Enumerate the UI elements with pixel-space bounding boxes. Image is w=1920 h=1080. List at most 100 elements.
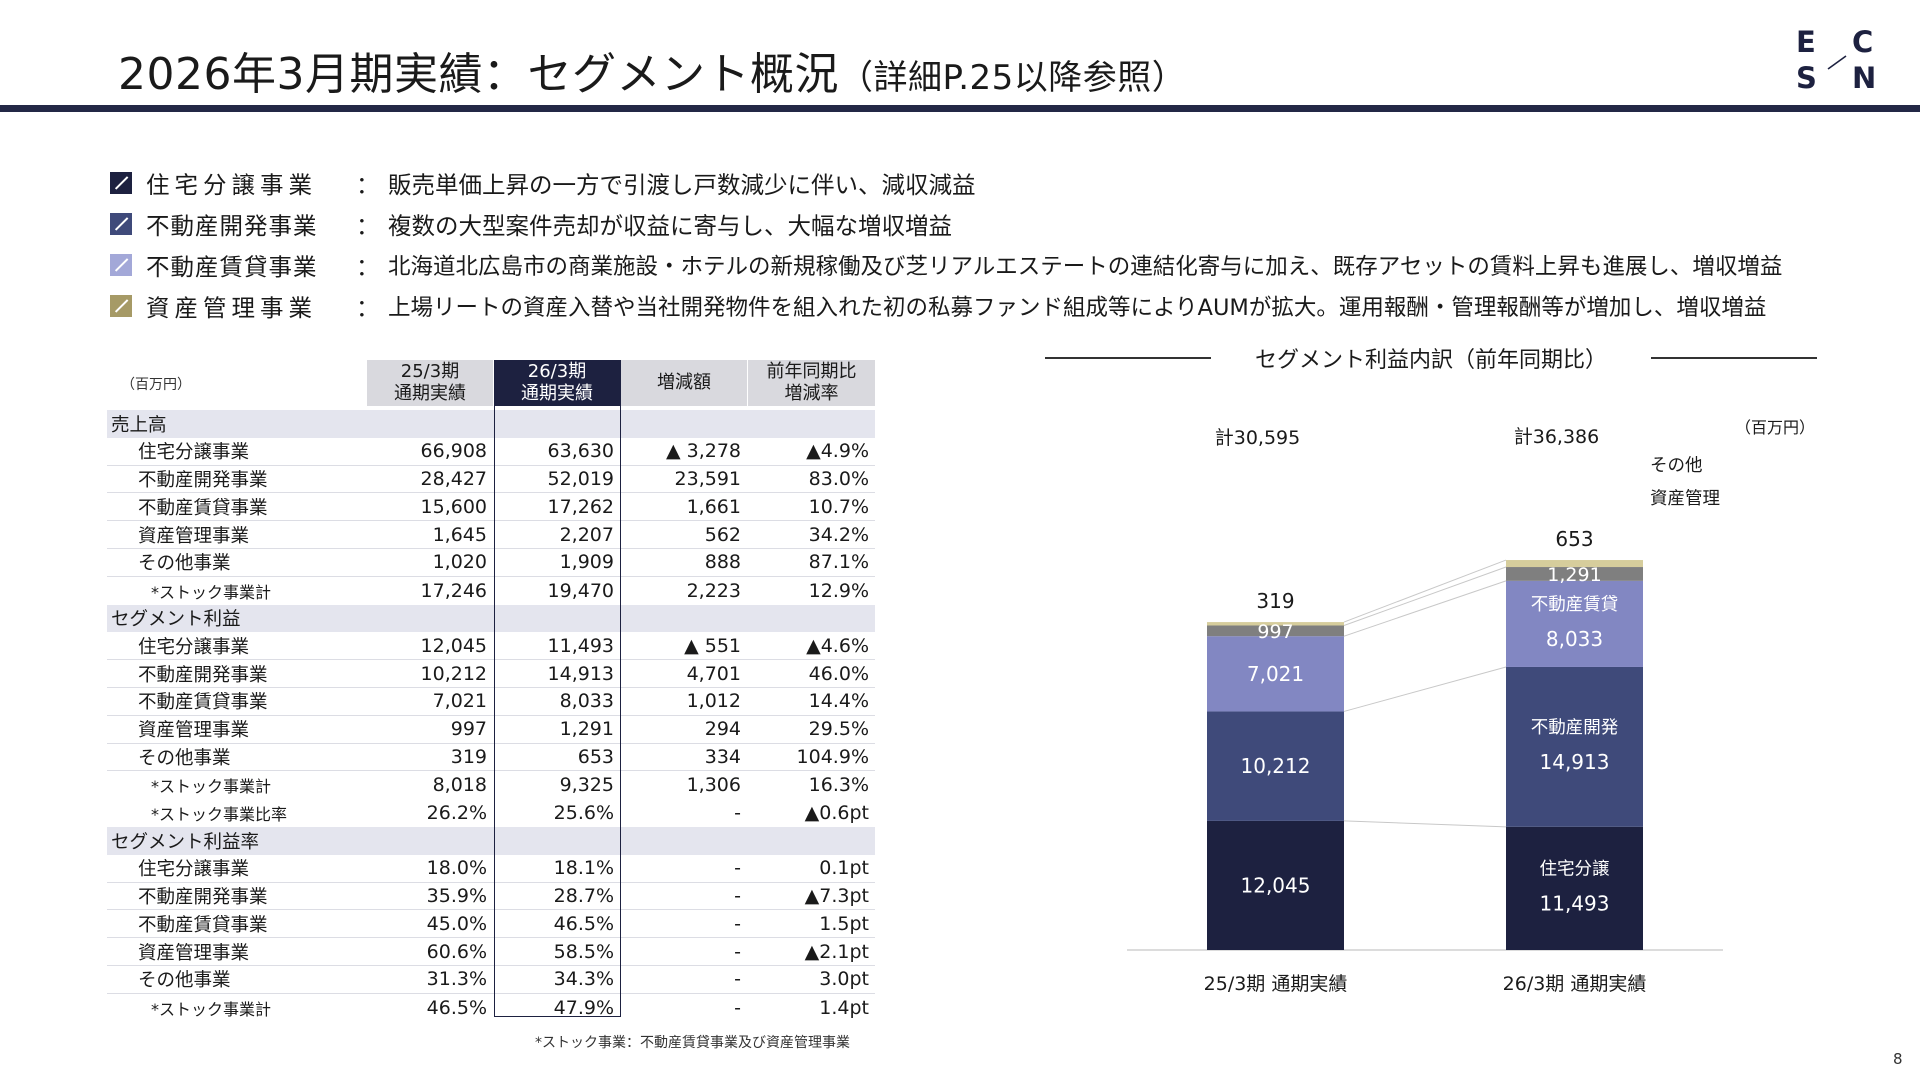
table-row: 不動産開発事業 10,212 14,913 4,701 46.0% [107, 660, 875, 688]
table-body: 売上高 住宅分譲事業 66,908 63,630 ▲ 3,278 ▲4.9% 不動産開発事業… [107, 410, 875, 1022]
cell-diff: 1,661 [686, 495, 741, 518]
row-label: 不動産賃貸事業 [138, 914, 268, 936]
x-axis-label: 26/3期 通期実績 [1503, 973, 1647, 995]
bar-value-label: 14,913 [1540, 750, 1610, 774]
segment-color-swatch-icon [110, 212, 132, 235]
table-row: 住宅分譲事業 12,045 11,493 ▲ 551 ▲4.6% [107, 632, 875, 661]
cell-curr: 653 [577, 745, 614, 768]
row-label: *ストック事業計 [151, 999, 272, 1019]
cell-diff: - [734, 802, 741, 825]
page-title-main: 2026年3月期実績：セグメント概況 [118, 49, 839, 100]
column-header-diff: 増減額 [621, 360, 747, 406]
table-section-row: セグメント利益 [107, 604, 875, 633]
segment-color-swatch-icon [110, 294, 132, 317]
cell-curr: 8,033 [559, 690, 614, 713]
cell-curr: 11,493 [547, 634, 614, 657]
row-label: その他事業 [138, 747, 231, 769]
bar-segment [1207, 636, 1344, 712]
logo-slash-icon [1827, 55, 1847, 70]
table-row: 資産管理事業 60.6% 58.5% - ▲2.1pt [107, 938, 875, 966]
cell-curr: 18.1% [553, 857, 614, 880]
cell-curr: 46.5% [553, 912, 614, 935]
cell-curr: 14,913 [547, 662, 614, 685]
summary-colon: ： [356, 252, 380, 281]
cell-curr: 1,909 [559, 551, 614, 574]
cell-rate: 1.5pt [819, 912, 869, 935]
cell-rate: ▲4.9% [806, 440, 869, 463]
bar-value-label: 8,033 [1546, 627, 1603, 651]
cell-rate: 10.7% [808, 495, 869, 518]
column-header-line: 増減率 [784, 383, 839, 404]
cell-curr: 63,630 [547, 440, 614, 463]
summary-colon: ： [356, 211, 380, 240]
table-section-row: 売上高 [107, 410, 875, 438]
cell-rate: 29.5% [808, 718, 869, 741]
cell-rate: ▲4.6% [806, 634, 869, 657]
cell-diff: ▲ 3,278 [665, 440, 741, 463]
cell-curr: 9,325 [559, 774, 614, 797]
table-row: 不動産賃貸事業 45.0% 46.5% - 1.5pt [107, 910, 875, 939]
bar-value-label: 7,021 [1247, 662, 1304, 686]
segment-color-swatch-icon [110, 253, 132, 276]
cell-rate: 87.1% [808, 551, 869, 574]
cell-diff: ▲ 551 [684, 634, 741, 657]
bar-segment [1506, 560, 1643, 568]
table-row: 住宅分譲事業 66,908 63,630 ▲ 3,278 ▲4.9% [107, 438, 875, 466]
column-header-line: 増減額 [657, 372, 711, 393]
summary-colon: ： [356, 170, 380, 199]
table-row: 不動産賃貸事業 15,600 17,262 1,661 10.7% [107, 493, 875, 522]
cell-diff: 562 [704, 523, 741, 546]
cell-rate: 104.9% [796, 745, 869, 768]
table-row: 資産管理事業 1,645 2,207 562 34.2% [107, 521, 875, 549]
bar-value-label: 10,212 [1241, 754, 1311, 778]
cell-diff: 2,223 [686, 579, 741, 602]
cell-prev: 35.9% [426, 884, 487, 907]
connector-line [1343, 559, 1507, 623]
cell-curr: 34.3% [553, 968, 614, 991]
row-label: その他事業 [138, 970, 231, 992]
bar-value-label: 997 [1257, 621, 1293, 643]
cell-prev: 28,427 [420, 467, 487, 490]
row-label: 資産管理事業 [138, 942, 250, 964]
bar-value-label: 11,493 [1540, 891, 1610, 915]
cell-prev: 1,020 [432, 551, 487, 574]
table-row: 不動産開発事業 35.9% 28.7% - ▲7.3pt [107, 883, 875, 911]
row-label: その他事業 [138, 553, 231, 575]
cell-rate: ▲7.3pt [804, 884, 869, 907]
cell-rate: 16.3% [808, 774, 869, 797]
cell-rate: 46.0% [808, 662, 869, 685]
table-row: *ストック事業計 8,018 9,325 1,306 16.3% [107, 771, 875, 799]
bar-segment [1506, 580, 1643, 667]
bar-value-label: 319 [1256, 589, 1294, 613]
cell-prev: 60.6% [426, 940, 487, 963]
cell-rate: 14.4% [808, 690, 869, 713]
cell-diff: - [734, 940, 741, 963]
logo-letter-s: S [1796, 61, 1817, 95]
table-row: 住宅分譲事業 18.0% 18.1% - 0.1pt [107, 855, 875, 883]
cell-prev: 46.5% [426, 996, 487, 1019]
cell-rate: 12.9% [808, 579, 869, 602]
cell-diff: 294 [704, 718, 741, 741]
column-header-curr: 26/3期 通期実績 [494, 360, 620, 406]
table-unit: （百万円） [121, 377, 191, 393]
cell-prev: 1,645 [432, 523, 487, 546]
column-header-prev: 25/3期 通期実績 [367, 360, 493, 406]
cell-prev: 18.0% [426, 857, 487, 880]
summary-segment: 住宅分譲事業 [146, 170, 317, 199]
row-label: *ストック事業計 [151, 582, 272, 602]
bar-segment [1207, 625, 1344, 637]
cell-diff: 1,012 [686, 690, 741, 713]
cell-rate: 0.1pt [819, 857, 869, 880]
row-label: 不動産賃貸事業 [138, 497, 268, 519]
cell-prev: 12,045 [420, 634, 487, 657]
chart-title-rule-left [1045, 357, 1211, 359]
cell-prev: 17,246 [420, 579, 487, 602]
row-label: 住宅分譲事業 [138, 636, 250, 658]
cell-diff: 23,591 [674, 467, 741, 490]
cell-rate: 83.0% [808, 467, 869, 490]
cell-diff: 888 [704, 551, 741, 574]
segment-name-label: 住宅分譲 [1540, 859, 1610, 879]
table-section-row: セグメント利益率 [107, 826, 875, 855]
row-label: 不動産賃貸事業 [138, 692, 268, 714]
cell-curr: 47.9% [553, 996, 614, 1019]
